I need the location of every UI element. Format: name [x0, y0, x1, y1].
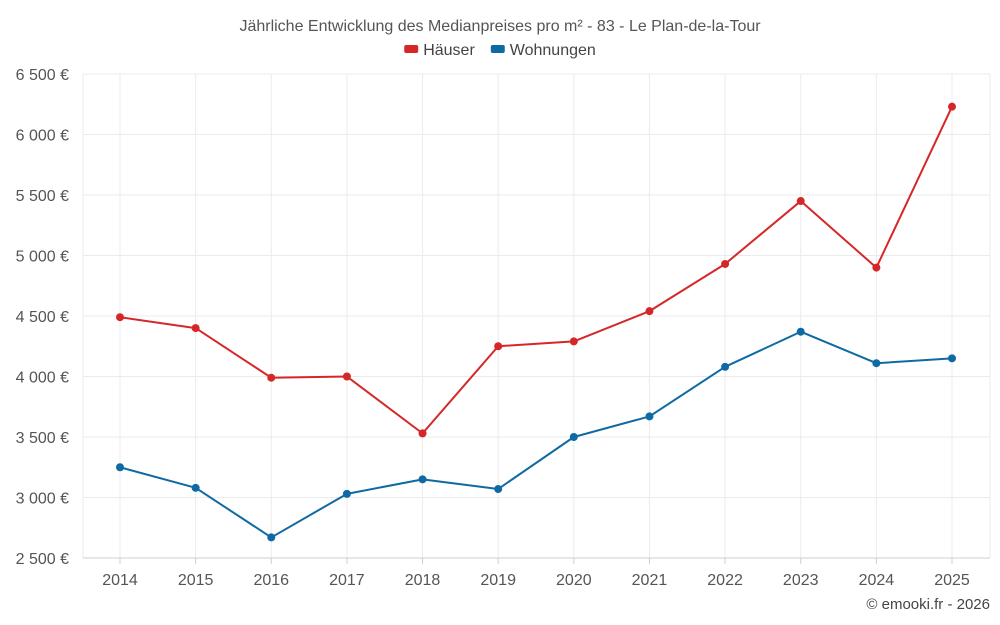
data-point-wohnungen — [342, 489, 351, 498]
x-tick-label: 2016 — [253, 572, 289, 589]
data-point-h-user — [116, 313, 124, 322]
x-tick-label: 2014 — [102, 572, 138, 589]
y-tick-label: 4 000 € — [16, 370, 69, 387]
data-point-wohnungen — [645, 412, 654, 421]
x-tick-label: 2017 — [329, 572, 365, 589]
data-point-h-user — [796, 197, 805, 206]
y-tick-label: 5 000 € — [16, 249, 69, 266]
data-point-wohnungen — [267, 533, 276, 542]
data-point-h-user — [721, 259, 730, 268]
y-tick-label: 3 500 € — [16, 430, 69, 447]
data-point-wohnungen — [116, 463, 124, 472]
grid — [82, 73, 991, 558]
data-point-h-user — [191, 324, 200, 333]
series-layer — [116, 102, 956, 542]
x-tick-label: 2024 — [859, 572, 895, 589]
data-point-wohnungen — [569, 433, 578, 441]
x-tick-label: 2015 — [178, 572, 214, 589]
data-point-wohnungen — [721, 362, 730, 371]
legend-swatch — [490, 45, 505, 53]
legend-label: Wohnungen — [510, 42, 596, 59]
data-point-wohnungen — [418, 475, 427, 484]
chart-title: Jährliche Entwicklung des Medianpreises … — [239, 18, 761, 35]
x-axis: 2014 2015 2016 2017 2018 2019 2020 2021 2022 2023… — [83, 557, 990, 589]
data-point-h-user — [494, 342, 503, 351]
legend-item: Wohnungen — [490, 42, 596, 59]
series-line-h-user — [119, 106, 953, 435]
y-axis: 2 500 € 3 000 € 3 500 € 4 000 € 4 500 € 5 000… — [16, 67, 69, 568]
x-tick-label: 2020 — [556, 572, 592, 589]
data-point-h-user — [872, 263, 881, 272]
legend: Häuser Wohnungen — [404, 42, 596, 59]
y-tick-label: 6 000 € — [16, 128, 69, 145]
data-point-h-user — [418, 429, 427, 438]
x-tick-label: 2023 — [783, 572, 819, 589]
series-line-wohnungen — [119, 330, 953, 539]
x-tick-label: 2022 — [707, 572, 743, 589]
x-tick-label: 2021 — [632, 572, 668, 589]
data-point-wohnungen — [191, 483, 200, 492]
data-point-wohnungen — [796, 327, 805, 336]
data-point-h-user — [569, 337, 578, 346]
y-tick-label: 4 500 € — [16, 309, 69, 326]
data-point-h-user — [267, 373, 276, 382]
y-tick-label: 5 500 € — [16, 188, 69, 205]
credit-text: © emooki.fr - 2026 — [866, 596, 990, 613]
legend-label: Häuser — [423, 42, 475, 59]
legend-swatch — [404, 45, 419, 53]
x-tick-label: 2025 — [934, 572, 970, 589]
y-tick-label: 2 500 € — [16, 551, 69, 568]
y-tick-label: 3 000 € — [16, 491, 69, 508]
data-point-h-user — [342, 372, 351, 381]
data-point-wohnungen — [872, 359, 881, 368]
y-tick-label: 6 500 € — [16, 67, 69, 84]
data-point-h-user — [645, 307, 654, 316]
x-tick-label: 2018 — [405, 572, 441, 589]
legend-item: Häuser — [404, 42, 475, 59]
data-point-wohnungen — [948, 354, 956, 363]
data-point-wohnungen — [494, 485, 503, 494]
x-tick-label: 2019 — [480, 572, 516, 589]
data-point-h-user — [948, 102, 956, 111]
